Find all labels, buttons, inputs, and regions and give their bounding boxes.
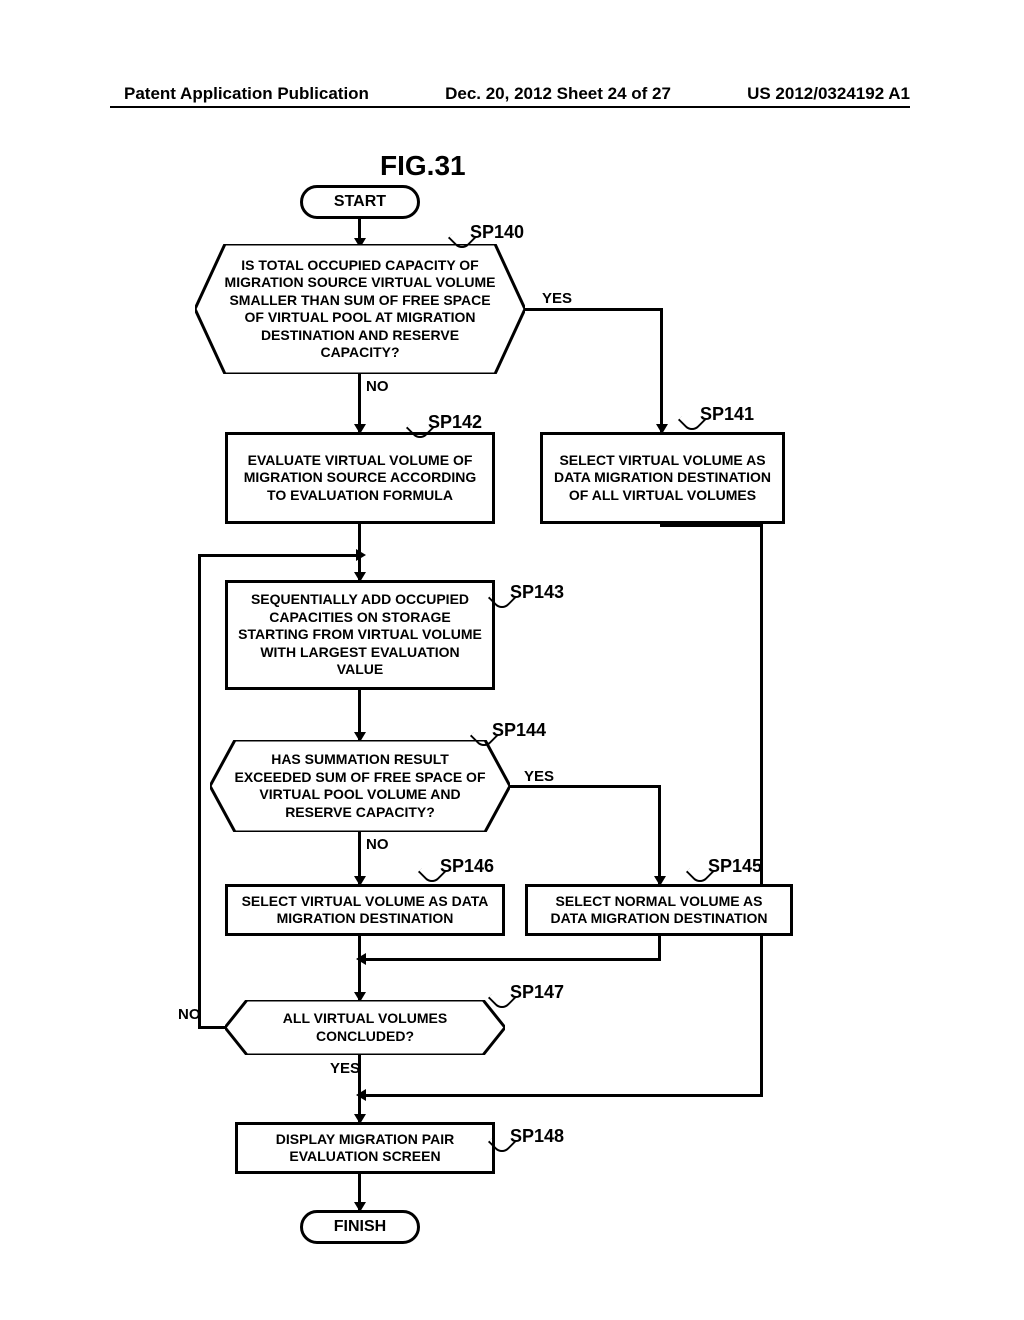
sp144-decision: HAS SUMMATION RESULT EXCEEDED SUM OF FRE…	[210, 740, 510, 832]
sp145-process: SELECT NORMAL VOLUME AS DATA MIGRATION D…	[525, 884, 793, 936]
sp142-label: SP142	[428, 412, 482, 433]
connector	[358, 936, 361, 1000]
start-node: START	[300, 185, 420, 219]
connector	[200, 554, 361, 557]
sp141-process: SELECT VIRTUAL VOLUME AS DATA MIGRATION …	[540, 432, 785, 524]
sp141-label: SP141	[700, 404, 754, 425]
sp145-text: SELECT NORMAL VOLUME AS DATA MIGRATION D…	[536, 893, 782, 928]
sp142-process: EVALUATE VIRTUAL VOLUME OF MIGRATION SOU…	[225, 432, 495, 524]
finish-node: FINISH	[300, 1210, 420, 1244]
connector	[660, 524, 763, 527]
connector	[660, 524, 663, 527]
connector	[660, 308, 663, 432]
connector	[525, 308, 663, 311]
connector	[198, 554, 201, 1029]
header-left: Patent Application Publication	[124, 84, 369, 104]
start-label: START	[334, 193, 386, 211]
sp146-label: SP146	[440, 856, 494, 877]
page-header: Patent Application Publication Dec. 20, …	[0, 84, 1024, 104]
sp148-label: SP148	[510, 1126, 564, 1147]
header-right: US 2012/0324192 A1	[747, 84, 910, 104]
sp148-process: DISPLAY MIGRATION PAIR EVALUATION SCREEN	[235, 1122, 495, 1174]
sp140-yes-label: YES	[542, 290, 572, 307]
sp146-text: SELECT VIRTUAL VOLUME AS DATA MIGRATION …	[236, 893, 494, 928]
connector	[510, 785, 660, 788]
connector	[658, 785, 661, 884]
sp144-label: SP144	[492, 720, 546, 741]
sp143-text: SEQUENTIALLY ADD OCCUPIED CAPACITIES ON …	[236, 591, 484, 679]
sp140-no-label: NO	[366, 378, 389, 395]
sp147-decision: ALL VIRTUAL VOLUMES CONCLUDED?	[225, 1000, 505, 1055]
connector	[361, 958, 661, 961]
sp142-text: EVALUATE VIRTUAL VOLUME OF MIGRATION SOU…	[236, 452, 484, 505]
sp144-yes-label: YES	[524, 768, 554, 785]
connector	[658, 936, 661, 960]
sp144-text: HAS SUMMATION RESULT EXCEEDED SUM OF FRE…	[210, 740, 510, 832]
sp141-text: SELECT VIRTUAL VOLUME AS DATA MIGRATION …	[551, 452, 774, 505]
sp147-yes-label: YES	[330, 1060, 360, 1077]
sp143-label: SP143	[510, 582, 564, 603]
connector	[198, 1026, 226, 1029]
sp140-text: IS TOTAL OCCUPIED CAPACITY OF MIGRATION …	[195, 244, 525, 374]
sp145-label: SP145	[708, 856, 762, 877]
sp144-no-label: NO	[366, 836, 389, 853]
sp147-label: SP147	[510, 982, 564, 1003]
connector	[760, 524, 763, 1094]
sp140-decision: IS TOTAL OCCUPIED CAPACITY OF MIGRATION …	[195, 244, 525, 374]
sp140-label: SP140	[470, 222, 524, 243]
sp143-process: SEQUENTIALLY ADD OCCUPIED CAPACITIES ON …	[225, 580, 495, 690]
header-center: Dec. 20, 2012 Sheet 24 of 27	[445, 84, 671, 104]
sp146-process: SELECT VIRTUAL VOLUME AS DATA MIGRATION …	[225, 884, 505, 936]
finish-label: FINISH	[334, 1218, 386, 1236]
header-rule	[110, 106, 910, 108]
sp148-text: DISPLAY MIGRATION PAIR EVALUATION SCREEN	[246, 1131, 484, 1166]
figure-title: FIG.31	[380, 150, 466, 182]
connector	[361, 1094, 763, 1097]
sp147-text: ALL VIRTUAL VOLUMES CONCLUDED?	[225, 1000, 505, 1055]
